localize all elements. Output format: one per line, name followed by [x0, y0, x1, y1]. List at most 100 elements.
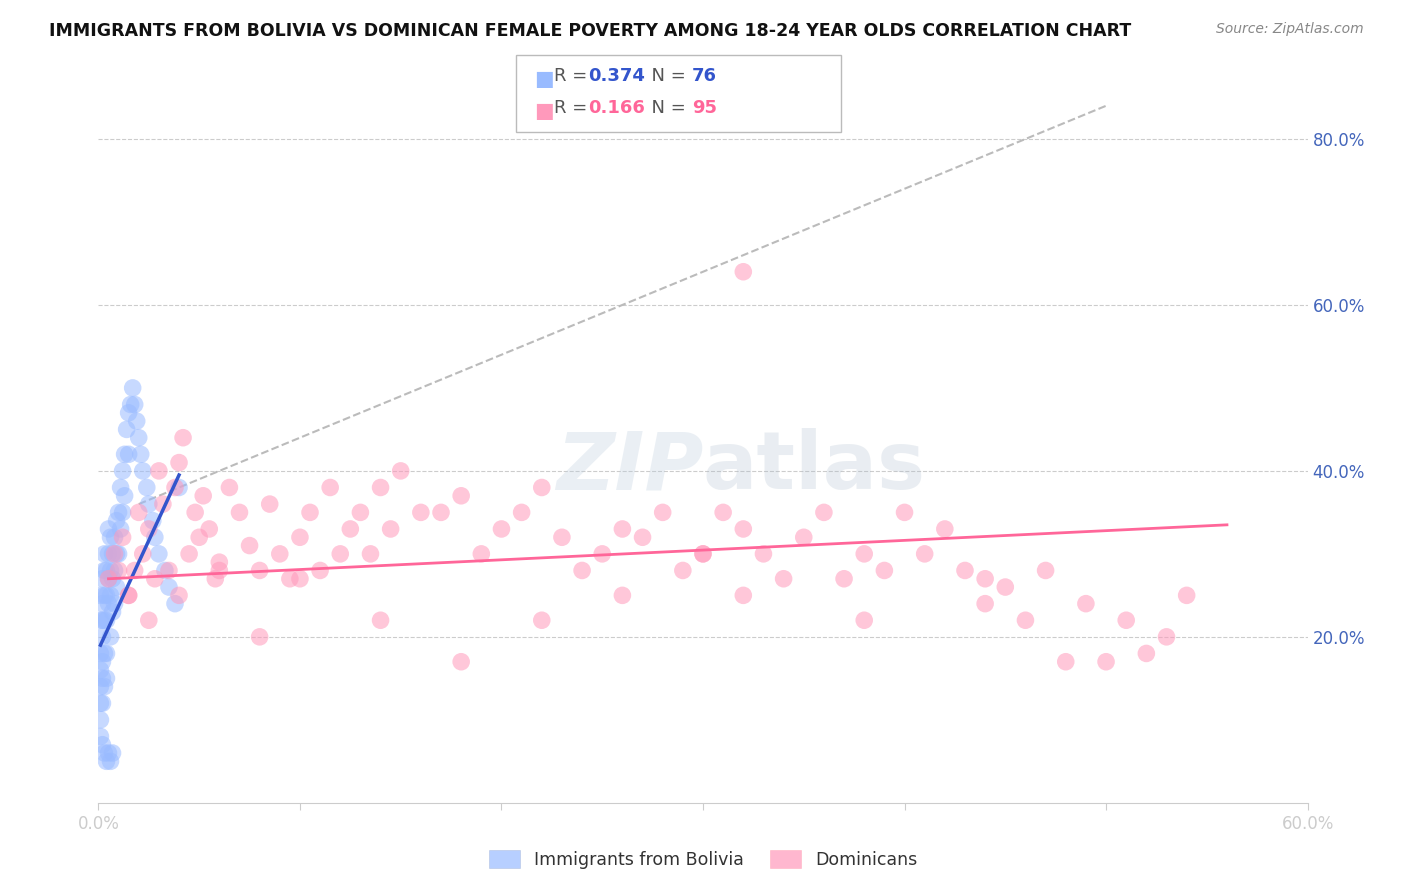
Text: 0.166: 0.166	[588, 99, 644, 117]
Point	[309, 564, 332, 578]
Point	[793, 530, 815, 544]
Point	[198, 522, 221, 536]
Point	[360, 547, 382, 561]
Point	[111, 464, 134, 478]
Point	[752, 547, 775, 561]
Point	[129, 447, 152, 461]
Point	[239, 539, 262, 553]
Point	[853, 613, 876, 627]
Point	[1175, 588, 1198, 602]
Point	[148, 547, 170, 561]
Point	[93, 564, 115, 578]
Point	[101, 547, 124, 561]
Point	[93, 746, 115, 760]
Point	[96, 671, 118, 685]
Point	[551, 530, 574, 544]
Point	[103, 597, 125, 611]
Point	[1035, 564, 1057, 578]
Point	[167, 588, 190, 602]
Point	[100, 564, 122, 578]
Point	[100, 588, 122, 602]
Point	[91, 655, 114, 669]
Point	[111, 530, 134, 544]
Text: IMMIGRANTS FROM BOLIVIA VS DOMINICAN FEMALE POVERTY AMONG 18-24 YEAR OLDS CORREL: IMMIGRANTS FROM BOLIVIA VS DOMINICAN FEM…	[49, 22, 1132, 40]
Point	[278, 572, 301, 586]
Point	[132, 547, 155, 561]
Point	[142, 514, 165, 528]
Text: R =: R =	[554, 67, 593, 85]
Point	[97, 522, 120, 536]
Text: ZIP: ZIP	[555, 428, 703, 507]
Point	[91, 597, 114, 611]
Point	[91, 671, 114, 685]
Point	[1115, 613, 1137, 627]
Point	[228, 505, 250, 519]
Point	[491, 522, 513, 536]
Point	[430, 505, 453, 519]
Point	[974, 597, 997, 611]
Point	[97, 572, 120, 586]
Point	[249, 564, 271, 578]
Point	[103, 547, 125, 561]
Point	[118, 588, 141, 602]
Point	[1054, 655, 1077, 669]
Point	[100, 754, 122, 768]
Point	[672, 564, 695, 578]
Point	[329, 547, 352, 561]
Point	[179, 547, 201, 561]
Point	[157, 564, 180, 578]
Point	[103, 530, 125, 544]
Point	[89, 588, 111, 602]
Point	[450, 655, 472, 669]
Point	[1014, 613, 1036, 627]
Point	[110, 481, 132, 495]
Point	[208, 555, 231, 569]
Point	[143, 572, 166, 586]
Point	[96, 754, 118, 768]
Point	[152, 497, 174, 511]
Point	[772, 572, 794, 586]
Point	[115, 422, 138, 436]
Point	[172, 431, 194, 445]
Point	[339, 522, 361, 536]
Point	[193, 489, 215, 503]
Point	[733, 265, 755, 279]
Point	[107, 547, 129, 561]
Point	[530, 481, 553, 495]
Point	[167, 481, 190, 495]
Point	[125, 414, 148, 428]
Point	[389, 464, 412, 478]
Point	[612, 522, 634, 536]
Point	[128, 431, 150, 445]
Point	[530, 613, 553, 627]
Point	[89, 613, 111, 627]
Point	[138, 613, 160, 627]
Point	[1135, 647, 1157, 661]
Point	[91, 613, 114, 627]
Point	[118, 588, 141, 602]
Point	[93, 647, 115, 661]
Point	[91, 572, 114, 586]
Point	[148, 464, 170, 478]
Point	[571, 564, 593, 578]
Point	[89, 663, 111, 677]
Point	[853, 547, 876, 561]
Text: 76: 76	[692, 67, 717, 85]
Point	[914, 547, 936, 561]
Point	[1074, 597, 1097, 611]
Point	[110, 522, 132, 536]
Point	[103, 564, 125, 578]
Text: R =: R =	[554, 99, 593, 117]
Point	[120, 397, 142, 411]
Point	[651, 505, 673, 519]
Point	[105, 580, 128, 594]
Text: 0.374: 0.374	[588, 67, 644, 85]
Point	[97, 597, 120, 611]
Point	[288, 572, 311, 586]
Point	[157, 580, 180, 594]
Point	[105, 514, 128, 528]
Point	[100, 530, 122, 544]
Point	[114, 489, 136, 503]
Point	[188, 530, 211, 544]
Point	[259, 497, 281, 511]
